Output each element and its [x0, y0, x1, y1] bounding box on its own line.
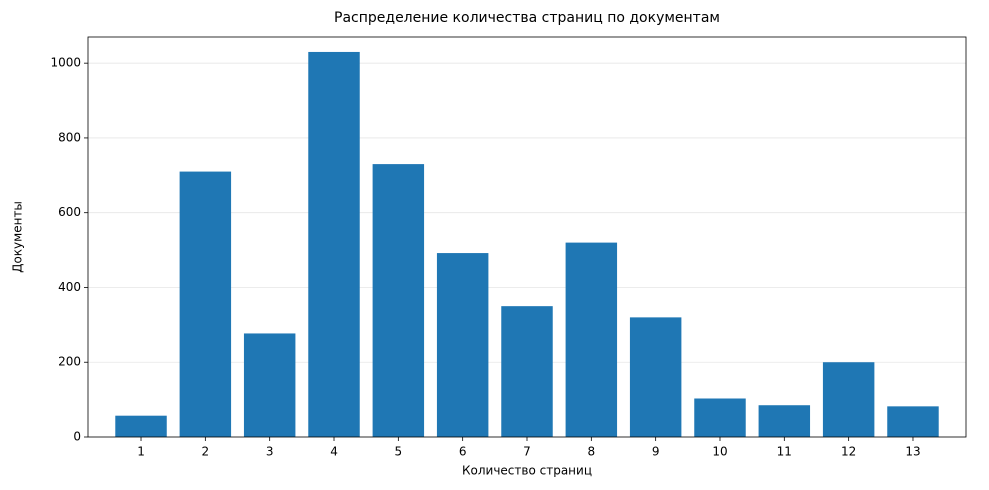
bar — [887, 406, 939, 437]
y-axis-label: Документы — [11, 201, 25, 273]
bar — [436, 253, 489, 437]
y-tick-label: 600 — [58, 205, 81, 219]
bar — [758, 405, 811, 437]
y-tick-label: 0 — [73, 430, 81, 444]
x-tick-label: 3 — [266, 445, 274, 459]
bar — [308, 51, 360, 437]
plot-frame — [87, 36, 967, 438]
x-tick-label: 5 — [395, 445, 403, 459]
bar — [694, 398, 746, 437]
bar — [501, 306, 553, 437]
x-tick-label: 7 — [523, 445, 531, 459]
x-tick-label: 9 — [652, 445, 660, 459]
bar — [822, 362, 875, 437]
x-tick-label: 4 — [330, 445, 338, 459]
y-tick-label: 200 — [58, 355, 81, 369]
bar — [629, 317, 682, 437]
bar — [372, 164, 425, 438]
x-tick-label: 8 — [588, 445, 596, 459]
y-tick-label: 400 — [58, 280, 81, 294]
bar — [179, 171, 232, 437]
x-tick-label: 12 — [841, 445, 856, 459]
x-tick-label: 11 — [777, 445, 792, 459]
x-tick-label: 1 — [137, 445, 145, 459]
y-tick-label: 800 — [58, 130, 81, 144]
x-axis-label: Количество страниц — [462, 464, 592, 478]
bar — [243, 333, 296, 437]
x-tick-label: 13 — [905, 445, 920, 459]
chart-title: Распределение количества страниц по доку… — [334, 10, 720, 26]
x-tick-label: 2 — [202, 445, 210, 459]
x-tick-label: 6 — [459, 445, 467, 459]
bar — [115, 415, 167, 437]
y-tick-label: 1000 — [50, 56, 81, 70]
bar — [565, 242, 618, 437]
x-tick-label: 10 — [712, 445, 727, 459]
